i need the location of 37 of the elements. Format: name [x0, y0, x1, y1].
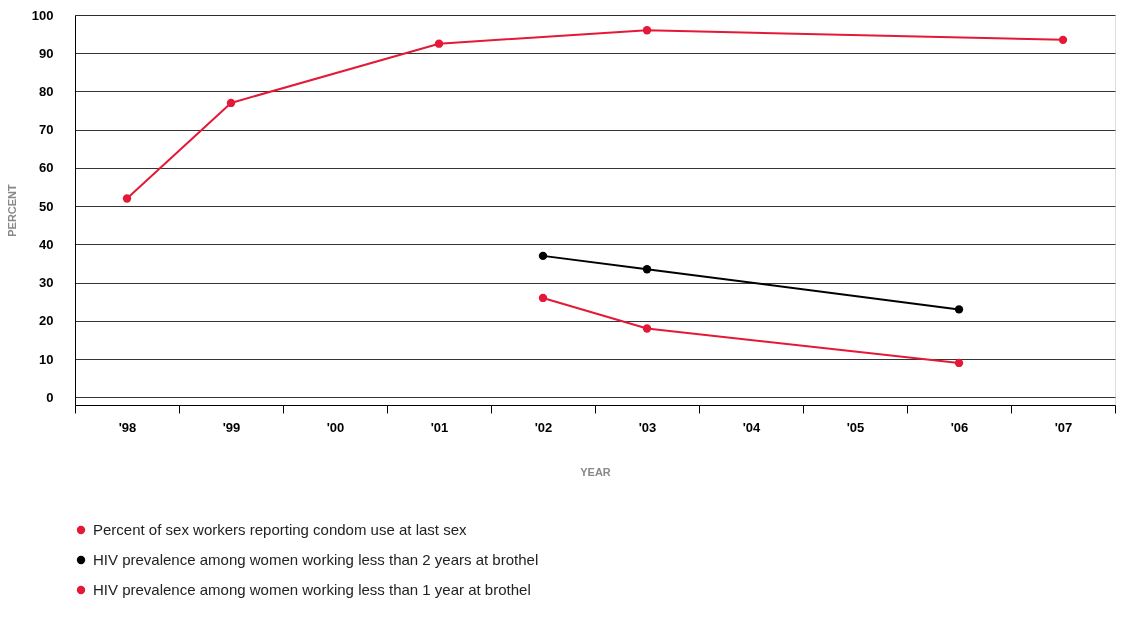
point [538, 293, 548, 303]
x-tick-label: '06 [950, 419, 969, 435]
y-tick-label: 90 [39, 45, 54, 61]
y-tick-label: 30 [39, 275, 54, 291]
legend-label: Percent of sex workers reporting condom use at last sex [93, 521, 468, 538]
x-tick-label: '04 [742, 419, 762, 435]
y-tick-label: 50 [39, 198, 54, 214]
x-tick-label: '01 [430, 419, 449, 435]
y-axis-title: PERCENT [5, 183, 18, 237]
point [642, 26, 652, 35]
y-tick-label: 40 [39, 236, 54, 252]
point [538, 251, 548, 261]
legend-label: HIV prevalence among women working less than 1 year at brothel [93, 581, 531, 598]
point [122, 194, 132, 203]
point [1058, 35, 1068, 45]
y-tick-label: 20 [39, 313, 54, 329]
y-tick-label: 80 [39, 83, 54, 99]
x-tick-label: '02 [534, 419, 553, 435]
point [954, 305, 964, 314]
y-tick-label: 10 [39, 351, 54, 367]
y-tick-label: 70 [39, 122, 54, 138]
x-tick-label: '00 [326, 419, 345, 435]
x-tick-label: '99 [222, 419, 241, 435]
legend-label: HIV prevalence among women working less than 2 years at brothel [93, 551, 539, 568]
x-tick-label: '07 [1054, 419, 1073, 435]
x-tick-label: '05 [846, 419, 865, 435]
y-tick-label: 100 [31, 7, 54, 23]
point [226, 98, 236, 108]
x-tick-label: '98 [118, 419, 137, 435]
point [642, 324, 652, 333]
x-axis-title: YEAR [580, 465, 611, 478]
x-tick-label: '03 [638, 419, 657, 435]
y-tick-label: 0 [46, 389, 54, 405]
y-tick-label: 60 [39, 160, 54, 176]
point [434, 39, 444, 48]
point [954, 358, 964, 368]
point [642, 265, 652, 274]
